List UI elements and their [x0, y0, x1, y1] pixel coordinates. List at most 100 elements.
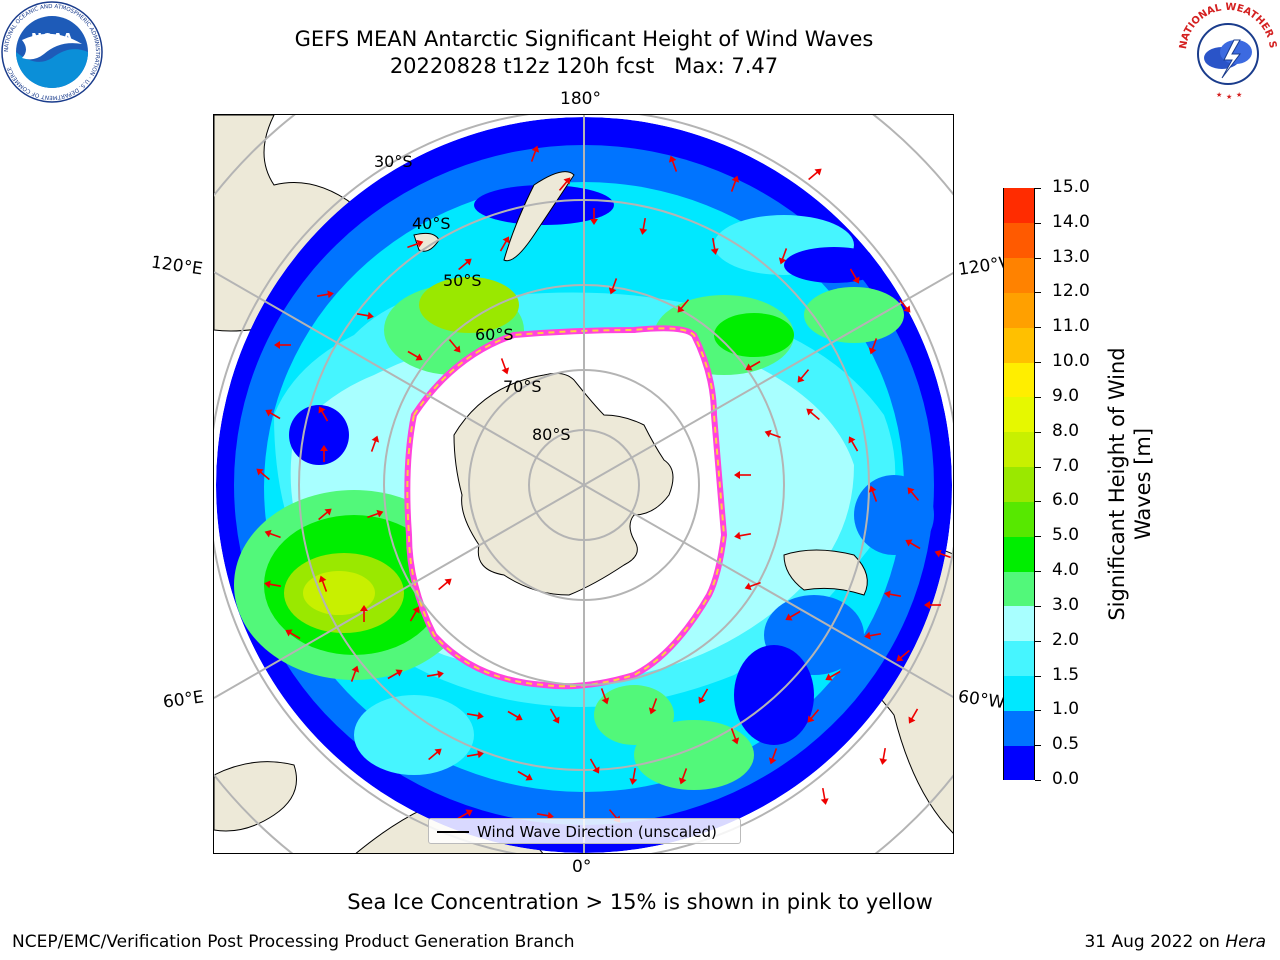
wind-wave-arrow [500, 358, 510, 375]
colorbar-tick [1035, 431, 1041, 433]
lon-label-0: 0° [572, 857, 592, 877]
lat-label-40s: 40°S [412, 214, 451, 233]
colorbar-tick [1035, 640, 1041, 642]
wind-wave-arrow [517, 770, 533, 781]
wind-wave-arrow [710, 237, 719, 255]
lat-label-70s: 70°S [503, 377, 542, 396]
lat-label-80s: 80°S [532, 425, 571, 444]
wind-wave-arrow [907, 487, 920, 501]
colorbar-tick-label: 1.0 [1052, 699, 1080, 720]
wind-wave-arrow [428, 748, 442, 761]
wind-wave-arrow [806, 408, 820, 421]
wind-wave-arrow [764, 429, 781, 439]
colorbar-tick-label: 7.0 [1052, 455, 1080, 476]
wind-wave-arrow [409, 606, 420, 622]
wind-wave-arrow [318, 508, 332, 521]
wind-wave-arrow [677, 299, 690, 313]
antarctica [453, 372, 674, 596]
footer-date: 31 Aug 2022 on Hera [1084, 932, 1266, 952]
wind-wave-arrow [256, 468, 270, 481]
colorbar-tick [1035, 327, 1041, 329]
wind-wave-arrow [668, 155, 678, 172]
wind-wave-arrow [360, 605, 368, 622]
colorbar-tick [1035, 745, 1041, 747]
wind-wave-arrow [457, 809, 473, 820]
colorbar-tick-label: 0.0 [1052, 769, 1080, 789]
colorbar [1003, 188, 1035, 781]
wind-wave-arrow [868, 485, 878, 502]
colorbar-segment [1004, 675, 1034, 711]
lon-label-60w: 60°W [956, 686, 1007, 714]
wind-wave-arrow [745, 360, 761, 371]
lat-label-50s: 50°S [443, 271, 482, 290]
colorbar-segment [1004, 605, 1034, 642]
graticule [214, 115, 953, 853]
colorbar-tick [1035, 501, 1041, 503]
polar-map: 30°S 40°S 50°S 60°S 70°S 80°S Wind Wave … [213, 114, 954, 854]
wind-wave-arrow [316, 290, 334, 299]
colorbar-tick-label: 8.0 [1052, 420, 1080, 441]
colorbar-tick-label: 3.0 [1052, 594, 1080, 615]
wind-wave-arrow [367, 509, 384, 519]
colorbar-tick [1035, 605, 1041, 607]
wind-wave-arrow [848, 436, 859, 452]
colorbar-tick [1035, 780, 1041, 781]
colorbar-segment [1004, 431, 1034, 468]
colorbar-segment [1004, 292, 1034, 328]
footer-branch: NCEP/EMC/Verification Post Processing Pr… [12, 932, 575, 952]
wind-wave-arrow [356, 311, 374, 320]
colorbar-segment [1004, 222, 1034, 259]
colorbar-segment [1004, 466, 1034, 502]
colorbar-tick-label: 13.0 [1052, 246, 1090, 267]
wind-wave-arrow [807, 709, 820, 723]
wind-wave-arrow [274, 341, 291, 349]
legend-label: Wind Wave Direction (unscaled) [477, 823, 717, 841]
title-line-1: GEFS MEAN Antarctic Significant Height o… [294, 27, 874, 51]
wind-wave-arrow [407, 239, 424, 249]
wind-wave-arrow [734, 531, 752, 540]
land-inside-disc [413, 171, 868, 596]
wind-wave-arrow [808, 168, 822, 181]
wind-wave-arrow [797, 369, 810, 383]
noaa-logo: NATIONAL OCEANIC AND ATMOSPHERIC ADMINIS… [0, 0, 104, 104]
wind-wave-arrow [778, 248, 788, 265]
wind-wave-arrow [370, 435, 380, 452]
colorbar-segment [1004, 188, 1034, 224]
colorbar-segment [1004, 362, 1034, 398]
colorbar-tick [1035, 188, 1041, 189]
wind-wave-arrow [608, 278, 618, 295]
colorbar-tick [1035, 571, 1041, 573]
wind-wave-arrow [768, 748, 778, 765]
colorbar-tick-label: 4.0 [1052, 560, 1080, 581]
lat-label-30s: 30°S [374, 152, 413, 171]
wind-wave-arrow [458, 258, 472, 271]
wind-wave-arrow [730, 728, 740, 745]
lat-label-60s: 60°S [475, 325, 514, 344]
wind-wave-arrow [678, 768, 688, 785]
lon-label-60e: 60°E [161, 687, 206, 713]
wind-wave-arrow [868, 338, 878, 355]
colorbar-tick-label: 11.0 [1052, 316, 1090, 337]
wind-wave-arrow [549, 708, 560, 724]
colorbar-segment [1004, 396, 1034, 433]
wind-wave-arrow [466, 711, 484, 720]
wind-wave-arrow [825, 670, 841, 681]
wind-wave-arrow [387, 669, 403, 680]
wind-wave-direction-arrows [256, 145, 951, 823]
wind-wave-arrow [600, 688, 610, 705]
wind-wave-arrow [320, 445, 328, 462]
colorbar-title-line-2: Waves [m] [1131, 427, 1155, 541]
colorbar-tick [1035, 710, 1041, 712]
footer-date-text: 31 Aug 2022 on [1084, 932, 1226, 952]
wind-wave-arrow [820, 787, 829, 805]
colorbar-tick-label: 5.0 [1052, 525, 1080, 546]
svg-text:★: ★ [1216, 91, 1222, 99]
wind-wave-arrow [285, 629, 301, 640]
wind-wave-arrow [264, 529, 281, 539]
colorbar-tick [1035, 362, 1041, 364]
wind-wave-arrow [730, 175, 740, 192]
colorbar-tick [1035, 292, 1041, 294]
colorbar-tick-label: 14.0 [1052, 211, 1090, 232]
wind-wave-arrow [318, 575, 328, 592]
wind-wave-arrow [536, 811, 554, 820]
